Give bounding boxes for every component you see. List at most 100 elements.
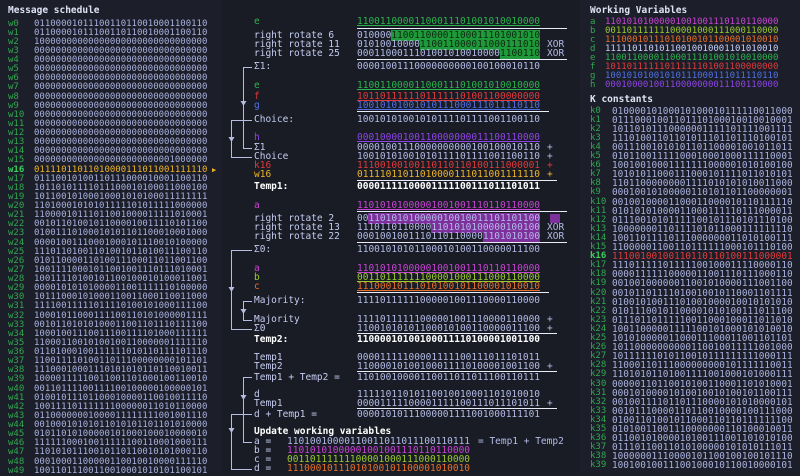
schedule-row: w5 00000000000000000000000000000000 bbox=[0, 65, 222, 74]
schedule-row-value: 11000010111011001000011111010001 bbox=[34, 210, 208, 221]
temp1-sigma1-value: 00001001110000000000100100010110 bbox=[357, 142, 541, 153]
choice-g-value: 10010101001010111000111011110110 bbox=[357, 100, 541, 111]
k-value: 01100101000010100111001101010100 bbox=[612, 433, 793, 445]
original-bits-highlight: 110101010000010010011101101100 bbox=[368, 213, 541, 224]
k-row: k35 01010011001110000000110100010011 bbox=[580, 424, 800, 435]
k-row: k28 11000110111000000000101111110011 bbox=[580, 361, 800, 371]
working-variable-row: c 11100010111010100101100001010010 bbox=[580, 35, 800, 45]
schedule-row-value: 00110111100111100100000100000101 bbox=[34, 383, 208, 394]
k-value: 01011100101100001010100111011100 bbox=[612, 305, 793, 317]
k-label: k35 bbox=[590, 424, 607, 434]
schedule-row: w13 00000000000000000000000000000000 bbox=[0, 138, 222, 147]
k-row: k4 00111001010101101100001001011011 bbox=[580, 142, 800, 152]
k-value: 11011000000001111010101010011000 bbox=[612, 178, 793, 190]
schedule-row-value: 11000110010100100110000001111110 bbox=[34, 337, 208, 348]
k-row: k24 10011000001111100101000101010010 bbox=[580, 324, 800, 334]
k-row: k17 11101111101111100100011110000110 bbox=[580, 260, 800, 272]
divider bbox=[357, 333, 557, 334]
compression-panel: e 11001100001100011101001010010000 right… bbox=[222, 0, 580, 473]
schedule-row-value: 11010101110010110110010101000110 bbox=[34, 447, 208, 458]
k-label: k34 bbox=[590, 414, 607, 425]
schedule-row: w43 01100000001000011111111001001110 bbox=[0, 410, 222, 421]
flow-connectors bbox=[228, 67, 252, 470]
k-value: 01110001001101110100010010010001 bbox=[612, 114, 793, 126]
schedule-row-value: 00000000000000000000000000000000 bbox=[34, 118, 208, 129]
temp1-k-value: 11100100100110110110100111000001 bbox=[357, 160, 541, 171]
working-variable-label: b bbox=[590, 25, 596, 36]
k-row: k2 10110101110000001111101111001111 bbox=[580, 124, 800, 134]
temp1-sigma1-label: Σ1 bbox=[254, 142, 266, 153]
new-e-temp1-label: Temp1 bbox=[254, 398, 283, 409]
rotate-value: 11101101100001101010100000100100 bbox=[357, 222, 541, 233]
schedule-row-value: 00001010101000011001111110100000 bbox=[34, 283, 208, 294]
schedule-row: w26 01011000011010011100011011001100 bbox=[0, 256, 222, 266]
k-label: k14 bbox=[590, 232, 607, 243]
schedule-row-value: 01100001011100110110010001100110 bbox=[34, 27, 208, 38]
k-value: 11010101101001111001000101000111 bbox=[612, 369, 793, 381]
working-variable-row: e 11001100001100011101001010010000 bbox=[580, 53, 800, 63]
k-row: k13 10000000110111101011000111111110 bbox=[580, 224, 800, 234]
k-value: 01110010101111100101110101110100 bbox=[612, 214, 793, 226]
working-variable-row: g 10010101001010111000111011110110 bbox=[580, 72, 800, 81]
k-row: k34 01001101001011000110110111111100 bbox=[580, 414, 800, 425]
k-value: 00101110000110110010000100111000 bbox=[612, 405, 793, 417]
k-row: k25 10101000001100011100011001101101 bbox=[580, 333, 800, 344]
choice-connector-line bbox=[231, 120, 252, 158]
k-label: k25 bbox=[590, 333, 607, 343]
k-row: k18 00001111110000011001110111000110 bbox=[580, 270, 800, 280]
majority-c-value: 11100010111010100101100001010010 bbox=[357, 281, 541, 292]
k-value: 01010101000011000111110111000011 bbox=[612, 205, 793, 217]
schedule-row-value: 00101101010100011001101110111100 bbox=[34, 319, 208, 330]
schedule-row-value: 11100010001110101010110110010011 bbox=[34, 365, 208, 376]
arrow-down-icon bbox=[228, 428, 235, 433]
schedule-row-label: w32 bbox=[8, 310, 25, 321]
k-value: 10010010011100100010110010000101 bbox=[612, 460, 793, 472]
k-value: 10110000000000110010011111001000 bbox=[612, 342, 793, 354]
schedule-row-label: w46 bbox=[8, 438, 25, 449]
working-variable-value: 00110111111100001000111000110000 bbox=[605, 25, 779, 36]
k-value: 11101111101111100100011110000110 bbox=[612, 260, 793, 272]
divider bbox=[357, 211, 567, 212]
k-label: k6 bbox=[590, 160, 601, 171]
new-e-connector-line bbox=[231, 414, 252, 470]
current-pointer-icon: ▶ bbox=[212, 165, 217, 174]
schedule-row-label: w22 bbox=[8, 219, 25, 230]
k-value: 01011001111100010001000111110001 bbox=[612, 151, 793, 162]
schedule-row: w17 01110010100110111000010001100110 bbox=[0, 174, 222, 184]
schedule-row-label: w47 bbox=[8, 447, 25, 458]
schedule-row: w40 00110111100111100100000100000101 bbox=[0, 383, 222, 394]
rotated-bits: 00 bbox=[357, 213, 369, 224]
schedule-row-value: 00000000000000000000000000000000 bbox=[34, 55, 208, 65]
new-e-temp1-value: 00001111100001111100111011101011 bbox=[357, 398, 541, 409]
schedule-row: w14 00000000000000000000000000000000 bbox=[0, 147, 222, 156]
schedule-row: w12 00000000000000000000000000000000 bbox=[0, 129, 222, 138]
new-a-temp2-value: 11000010100100011110100001001100 bbox=[357, 361, 541, 372]
k-value: 10010010001111111000001010100100 bbox=[612, 160, 793, 172]
schedule-row-label: w25 bbox=[8, 246, 25, 257]
k-row: k14 10011011110111000000011010100111 bbox=[580, 232, 800, 243]
temp1-result-label: Temp1: bbox=[254, 181, 289, 192]
xor-operator: XOR bbox=[547, 222, 565, 233]
divider bbox=[357, 408, 557, 409]
k-label: k31 bbox=[590, 387, 607, 398]
schedule-row: w38 11100010001110101010110110010011 bbox=[0, 366, 222, 375]
working-variable-label: a bbox=[590, 16, 596, 27]
schedule-row-value: 10011110111111100000011010110000 bbox=[34, 401, 208, 412]
schedule-row: w46 11111100010011111100110001000111 bbox=[0, 439, 222, 448]
schedule-row-value: 01100001011100110110010001100110 bbox=[34, 18, 208, 29]
schedule-row: w19 10110010100010001010100011111111 bbox=[0, 192, 222, 202]
schedule-row: w28 10011110100101100100010100011001 bbox=[0, 275, 222, 284]
schedule-row-label: w9 bbox=[8, 100, 19, 111]
k-row: k19 00100100000011001010000111001100 bbox=[580, 279, 800, 289]
k-row: k10 00100100001100011000010110111110 bbox=[580, 197, 800, 207]
original-bits-highlight: 110011000011000111010 bbox=[419, 39, 541, 50]
update-b-label: b = bbox=[254, 445, 272, 456]
k-label: k9 bbox=[590, 187, 601, 198]
plus-operator: + bbox=[547, 169, 553, 180]
new-a-temp1-value: 00001111100001111100111011101011 bbox=[357, 352, 541, 363]
original-bits-highlight: 1101010100000100100 bbox=[431, 222, 541, 233]
schedule-row: w1 01100001011100110110010001100110 bbox=[0, 27, 222, 38]
majority-result-label: Majority: bbox=[254, 295, 306, 306]
k-row: k9 00010010100000110101101100000001 bbox=[580, 187, 800, 198]
schedule-row-value: 01100000001000011111111001001110 bbox=[34, 410, 208, 421]
